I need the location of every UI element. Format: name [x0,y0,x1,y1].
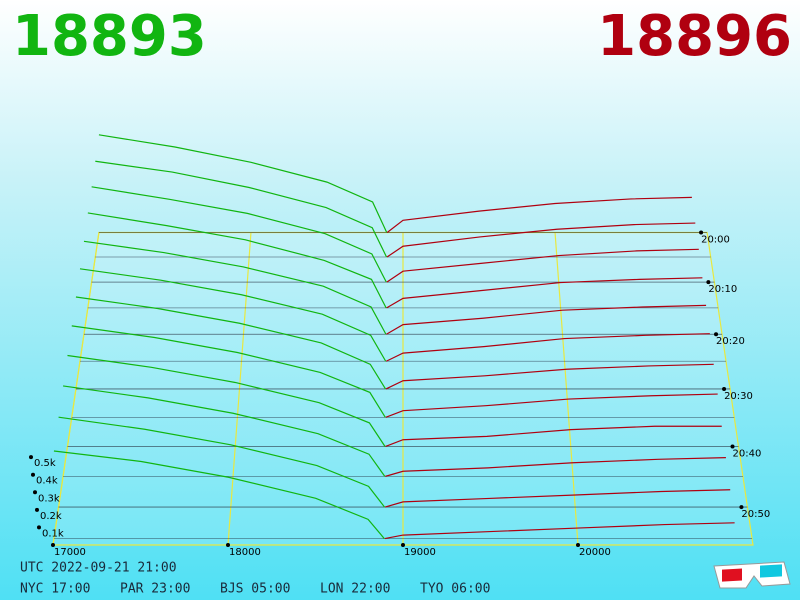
bid-depth-curve [91,186,387,283]
time-tick-mark [699,230,704,235]
bid-depth-curve [71,325,386,418]
y-tick-label: 0.2k [40,511,62,522]
ask-depth-curve [384,522,735,540]
ask-depth-curve [385,393,718,418]
depth-curves [53,134,753,540]
clock-label: LON 22:00 [320,582,390,597]
ask-depth-curve [386,196,692,233]
bid-depth-curve [58,416,386,508]
time-tick-mark [706,280,711,285]
clock-label: BJS 05:00 [220,582,290,597]
x-tick-mark [401,543,405,547]
axis-labels: 17000 18000 19000 20000 20:00 20:10 20:20 20:30… [29,230,770,558]
clock-label: NYC 17:00 [20,582,90,597]
ask-depth-curve [386,248,699,283]
3d-glasses-icon [713,561,791,589]
time-tick-label: 20:20 [716,336,745,347]
y-tick-mark [37,525,41,530]
ask-depth-curve [385,363,714,390]
bid-depth-curve [75,296,387,390]
bid-depth-curve [62,385,386,477]
y-tick-label: 0.1k [42,528,64,539]
x-tick-mark [576,543,580,547]
ask-depth-curve [385,457,726,477]
bid-depth-curve [67,354,386,447]
time-tick-label: 20:50 [741,509,770,520]
bid-depth-curve [98,134,388,233]
clocks: NYC 17:00 PAR 23:00 BJS 05:00 LON 22:00 TYO … [20,582,490,597]
bid-depth-curve [95,160,388,258]
bid-depth-curve [53,450,385,539]
bid-depth-curve [79,268,387,362]
ask-depth-curve [385,425,722,448]
x-tick-label: 20000 [579,547,611,558]
ask-depth-curve [386,277,703,309]
x-tick-label: 19000 [404,547,436,558]
y-tick-mark [35,507,39,512]
ask-depth-curve [385,333,710,362]
y-tick-label: 0.4k [36,476,58,487]
ask-depth-curve [384,489,731,508]
y-tick-label: 0.5k [34,458,56,469]
time-tick-label: 20:10 [708,284,737,295]
time-tick-label: 20:40 [733,448,762,459]
y-tick-label: 0.3k [38,493,60,504]
y-tick-mark [31,472,35,477]
x-tick-label: 17000 [54,547,86,558]
ask-price: 18896 [597,4,792,69]
time-tick-label: 20:30 [724,391,753,402]
bid-depth-curve [87,212,387,309]
clock-label: TYO 06:00 [420,582,490,597]
time-tick-mark [730,444,735,449]
time-tick-label: 20:00 [701,235,730,246]
x-tick-label: 18000 [229,547,261,558]
utc-time: UTC 2022-09-21 21:00 [20,561,177,576]
x-tick-mark [226,543,230,547]
bid-depth-curve [83,240,387,335]
time-tick-mark [714,332,719,337]
ask-depth-curve [386,304,707,335]
time-tick-mark [739,505,744,510]
y-tick-mark [33,490,37,495]
y-tick-mark [29,455,33,460]
time-tick-mark [722,386,727,391]
ask-depth-curve [386,222,696,258]
x-tick-mark [51,543,55,547]
clock-label: PAR 23:00 [120,582,190,597]
bid-price: 18893 [12,4,207,69]
